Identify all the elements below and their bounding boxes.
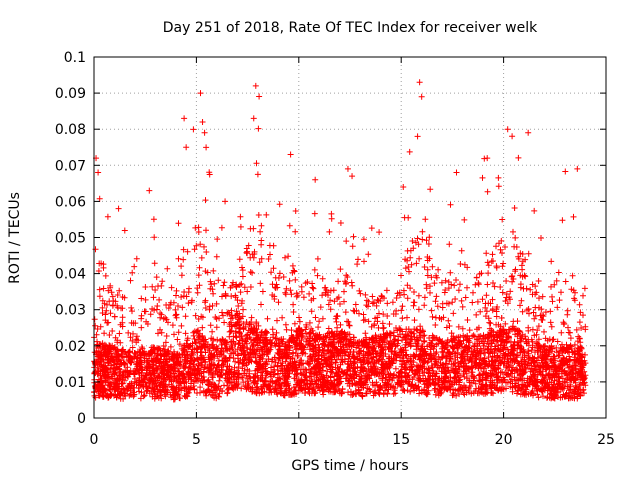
peak-point	[181, 115, 188, 122]
x-tick-label: 10	[290, 432, 308, 448]
y-tick-label: 0.03	[55, 303, 86, 319]
peak-point	[418, 93, 425, 100]
peak-point	[250, 115, 257, 122]
y-tick-label: 0.08	[55, 122, 86, 138]
plot-area-border	[93, 56, 607, 419]
axis-ticks: 0 0.01 0.02 0.03 0.04 0.05 0.06 0.07 0.08 0.09 0.1…	[55, 50, 615, 448]
y-tick-label: 0.06	[55, 194, 86, 210]
peak-point	[252, 82, 259, 89]
peak-point	[95, 169, 102, 176]
peak-point	[115, 205, 122, 212]
peak-point	[222, 198, 229, 205]
peak-point	[183, 144, 190, 151]
y-tick-label: 0.1	[64, 50, 86, 66]
x-axis-label: GPS time / hours	[291, 458, 408, 474]
peak-point	[201, 129, 208, 136]
peak-point	[416, 79, 423, 86]
peak-point	[504, 126, 511, 133]
y-tick-label: 0.07	[55, 158, 86, 174]
peak-point	[400, 183, 407, 190]
peak-point	[453, 169, 460, 176]
peak-point	[344, 165, 351, 172]
y-tick-label: 0.02	[55, 339, 86, 355]
peak-point	[199, 118, 206, 125]
x-tick-label: 0	[90, 432, 99, 448]
x-tick-label: 5	[192, 432, 201, 448]
y-tick-label: 0.04	[55, 267, 86, 283]
peak-point	[574, 165, 581, 172]
peak-point	[146, 187, 153, 194]
peak-point	[484, 155, 491, 162]
peak-point	[287, 151, 294, 158]
y-axis-label: ROTI / TECUs	[7, 192, 23, 284]
y-tick-label: 0	[77, 411, 86, 427]
y-tick-label: 0.01	[55, 375, 86, 391]
peak-point	[349, 173, 356, 180]
peak-point	[197, 90, 204, 97]
x-tick-label: 20	[495, 432, 513, 448]
x-tick-label: 25	[597, 432, 615, 448]
scatter-points-cloud	[91, 93, 589, 403]
data-points	[91, 79, 589, 403]
y-tick-label: 0.09	[55, 86, 86, 102]
chart-title: Day 251 of 2018, Rate Of TEC Index for r…	[163, 20, 538, 36]
y-tick-label: 0.05	[55, 231, 86, 247]
peak-point	[414, 133, 421, 140]
x-tick-label: 15	[392, 432, 410, 448]
peak-point	[525, 129, 532, 136]
peak-point	[312, 176, 319, 183]
